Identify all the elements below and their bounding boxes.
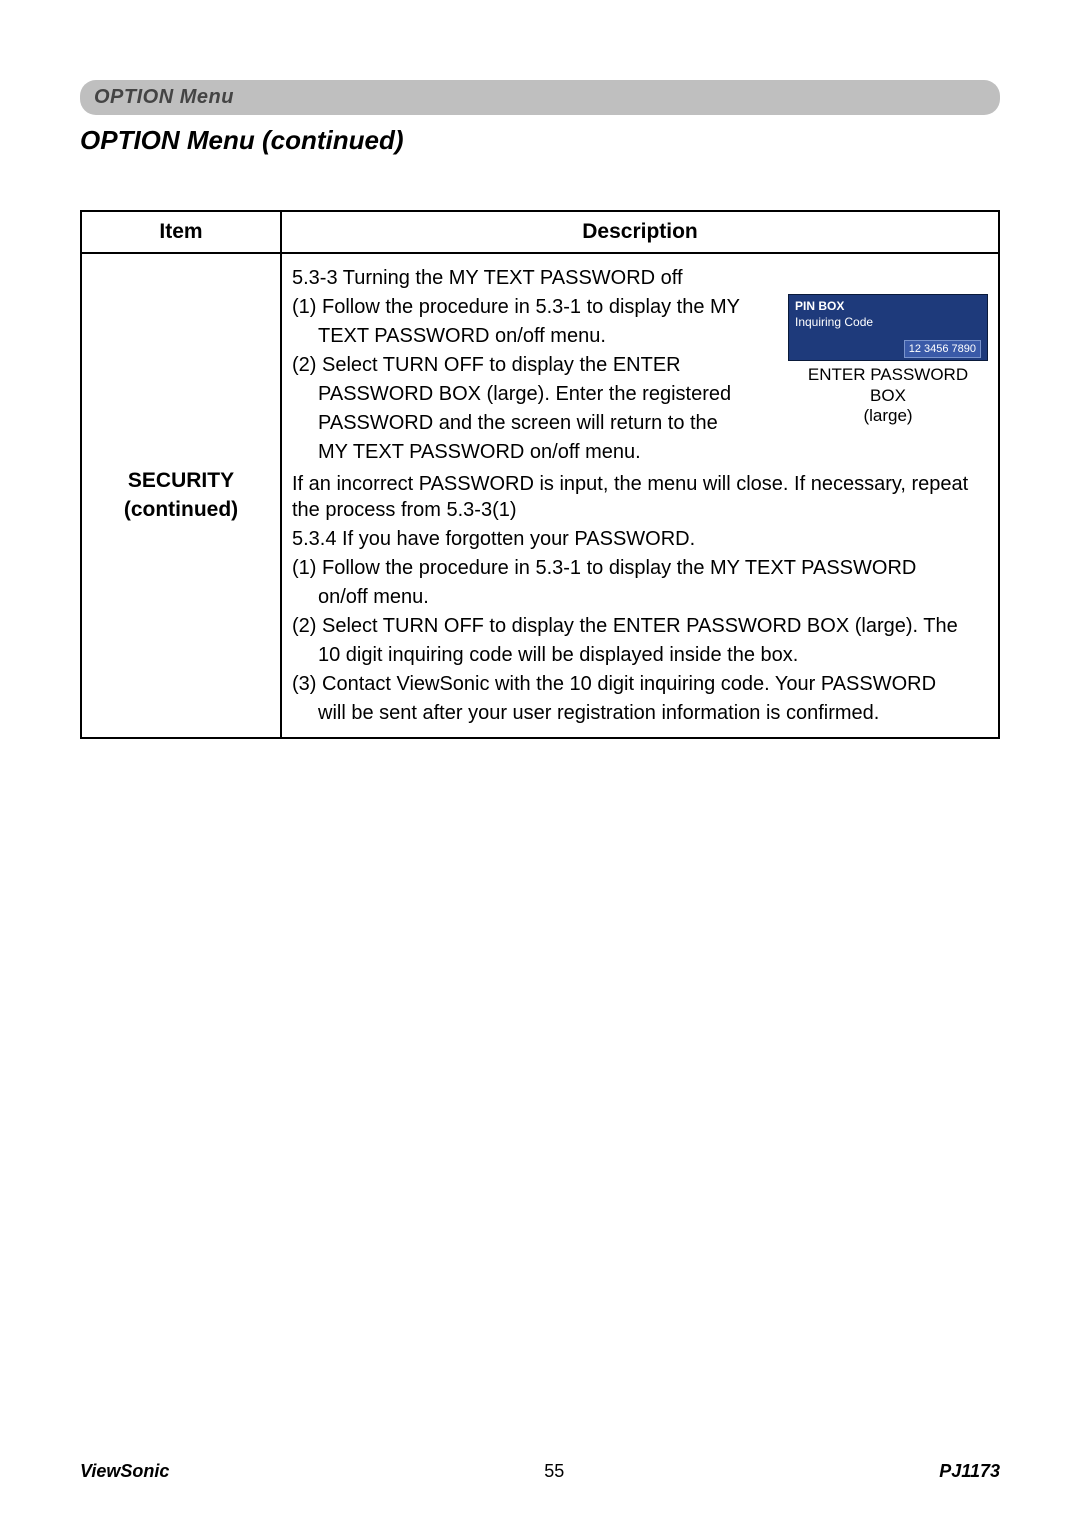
item-title: SECURITY xyxy=(92,467,270,495)
desc-line: MY TEXT PASSWORD on/off menu. xyxy=(292,439,988,465)
section-title: OPTION Menu (continued) xyxy=(80,125,1000,156)
desc-line: (1) Follow the procedure in 5.3-1 to dis… xyxy=(292,555,988,581)
pinbox: PIN BOX Inquiring Code 12 3456 7890 xyxy=(788,294,988,361)
column-header-description: Description xyxy=(281,211,999,253)
header-bar-label: OPTION Menu xyxy=(94,86,234,108)
page-footer: ViewSonic PJ1173 55 xyxy=(80,1461,1000,1482)
document-page: OPTION Menu OPTION Menu (continued) Item… xyxy=(0,0,1080,1532)
item-cell: SECURITY (continued) xyxy=(81,253,281,738)
pinbox-caption-line2: (large) xyxy=(863,406,912,425)
pinbox-caption-line1: ENTER PASSWORD BOX xyxy=(808,365,968,404)
desc-line: 5.3.4 If you have forgotten your PASSWOR… xyxy=(292,526,988,552)
column-header-item: Item xyxy=(81,211,281,253)
desc-line: will be sent after your user registratio… xyxy=(292,700,988,726)
desc-line: 10 digit inquiring code will be displaye… xyxy=(292,642,988,668)
option-table: Item Description SECURITY (continued) 5.… xyxy=(80,210,1000,739)
pinbox-caption: ENTER PASSWORD BOX (large) xyxy=(788,365,988,426)
pinbox-subtitle: Inquiring Code xyxy=(795,315,981,331)
footer-brand: ViewSonic xyxy=(80,1461,169,1482)
description-cell: 5.3-3 Turning the MY TEXT PASSWORD off P… xyxy=(281,253,999,738)
header-bar: OPTION Menu xyxy=(80,80,1000,115)
item-subtitle: (continued) xyxy=(92,496,270,524)
pinbox-figure: PIN BOX Inquiring Code 12 3456 7890 ENTE… xyxy=(788,294,988,427)
desc-line: 5.3-3 Turning the MY TEXT PASSWORD off xyxy=(292,265,988,291)
footer-page-number: 55 xyxy=(80,1461,1000,1482)
pinbox-title: PIN BOX xyxy=(795,299,981,315)
footer-model: PJ1173 xyxy=(939,1461,1000,1482)
desc-line: on/off menu. xyxy=(292,584,988,610)
pinbox-code: 12 3456 7890 xyxy=(904,340,981,358)
desc-line: (3) Contact ViewSonic with the 10 digit … xyxy=(292,671,988,697)
desc-line: If an incorrect PASSWORD is input, the m… xyxy=(292,471,988,523)
pinbox-code-row: 12 3456 7890 xyxy=(795,340,981,358)
desc-line: (2) Select TURN OFF to display the ENTER… xyxy=(292,613,988,639)
table-row: SECURITY (continued) 5.3-3 Turning the M… xyxy=(81,253,999,738)
